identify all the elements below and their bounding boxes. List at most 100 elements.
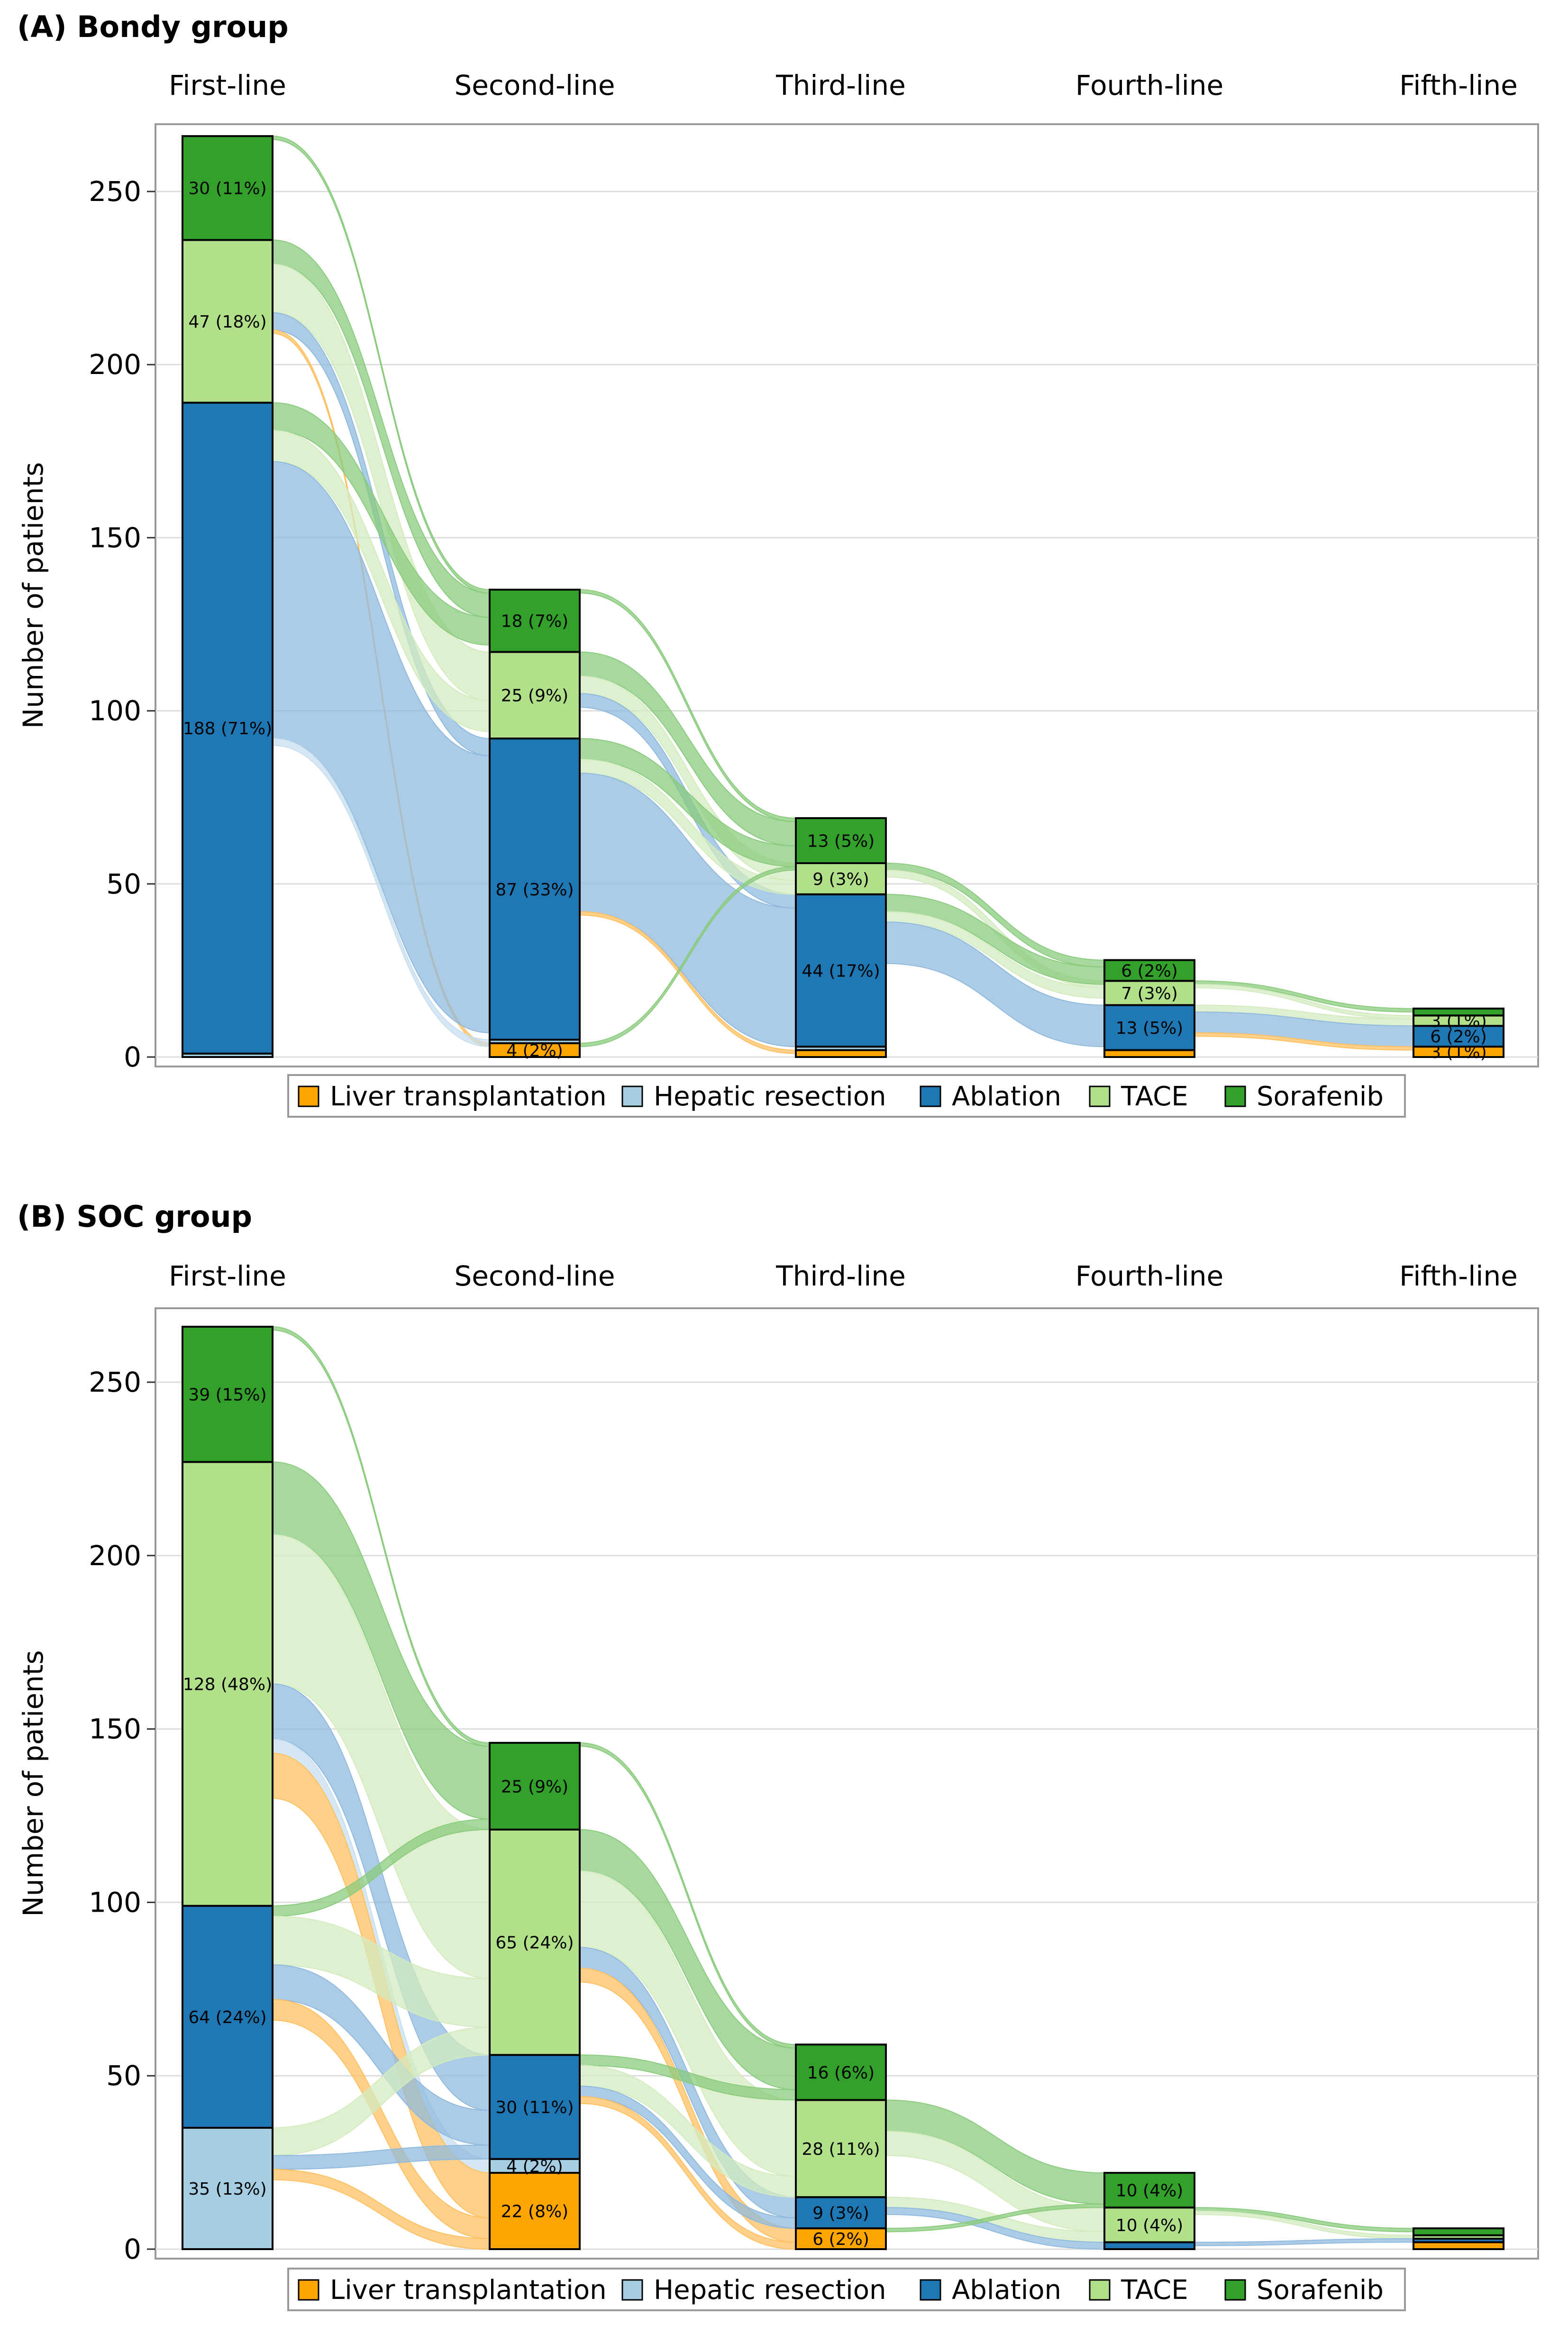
y-axis-label: Number of patients: [17, 462, 49, 729]
stack-fifth-line: [1413, 2227, 1504, 2251]
stack-first-line: 35 (13%) 64 (24%) 128 (48%) 39 (15%): [182, 1325, 273, 2250]
legend-swatch-ab: [920, 2279, 941, 2301]
segment-label: 35 (13%): [188, 2179, 266, 2199]
stack-second-line: 22 (8%) 4 (2%) 30 (11%) 65 (24%) 25 (9%): [489, 1741, 581, 2250]
segment-label: 4 (2%): [506, 2157, 563, 2176]
legend-swatch-hr: [621, 2279, 643, 2301]
legend-swatch-sor: [1224, 2279, 1246, 2301]
segment-label: 87 (33%): [495, 880, 574, 900]
bar-segment-hr: [182, 2126, 273, 2250]
y-tick-label: 200: [89, 1540, 141, 1572]
legend-box: [287, 1074, 1406, 1118]
segment-label: 65 (24%): [495, 1933, 574, 1953]
stack-fifth-line: 3 (1%)6 (2%)3 (1%): [1413, 1007, 1504, 1062]
segment-label: 9 (3%): [812, 2204, 869, 2223]
segment-label: 10 (4%): [1116, 2181, 1183, 2201]
segment-label: 28 (11%): [802, 2140, 880, 2159]
flows: [272, 1326, 1414, 2250]
legend-label: Ablation: [952, 1081, 1061, 1112]
bar-segment-ab: [182, 401, 273, 1055]
legend: Liver transplantation Hepatic resection Ab…: [287, 1074, 1406, 1118]
panel-b: (B) SOC group First-line Second-line Third-…: [17, 1199, 1539, 2311]
legend-swatch-hr: [621, 1085, 643, 1107]
segment-label: 6 (2%): [1121, 961, 1178, 981]
stack-first-line: 188 (71%) 47 (18%) 30 (11%): [182, 135, 273, 1058]
y-tick-label: 250: [89, 1366, 141, 1398]
segment-label: 44 (17%): [802, 961, 880, 981]
segment-label: 22 (8%): [501, 2202, 568, 2222]
legend-swatch-tace: [1089, 1085, 1111, 1107]
segment-label: 10 (4%): [1116, 2216, 1183, 2235]
bar-segment-sor: [182, 1325, 273, 1463]
legend-label: Hepatic resection: [654, 1081, 886, 1112]
y-tick-label: 50: [106, 868, 141, 900]
line-label: Fourth-line: [1076, 69, 1224, 101]
y-tick-label: 200: [89, 348, 141, 381]
y-tick-label: 50: [106, 2060, 141, 2092]
segment-label: 9 (3%): [812, 870, 869, 889]
bar-segment-ab: [795, 2196, 887, 2230]
legend-label: Ablation: [952, 2275, 1061, 2306]
line-label: Third-line: [775, 1260, 906, 1292]
panel-a: (A) Bondy group First-line Second-line Thir…: [17, 9, 1539, 1118]
y-tick-label: 0: [124, 1041, 141, 1073]
segment-label: 6 (2%): [1430, 1027, 1487, 1047]
bar-segment-ab: [795, 893, 887, 1048]
segment-label: 39 (15%): [188, 1386, 266, 1405]
segment-label: 4 (2%): [506, 1041, 563, 1060]
bar-segment-sor: [1413, 1007, 1504, 1017]
stack-fourth-line: 13 (5%) 7 (3%) 6 (2%): [1103, 959, 1195, 1058]
legend-label: TACE: [1121, 1081, 1188, 1112]
y-tick-label: 250: [89, 175, 141, 208]
bar-segment-tace: [1103, 2206, 1195, 2243]
line-label: Second-line: [454, 1260, 615, 1292]
bar-segment-lt: [489, 1042, 581, 1058]
line-label: Fifth-line: [1399, 69, 1518, 101]
segment-label: 188 (71%): [183, 719, 272, 738]
legend-swatch-ab: [920, 1085, 941, 1107]
stack-fourth-line: 10 (4%) 10 (4%): [1103, 2172, 1195, 2251]
bar-segment-ab: [1103, 1004, 1195, 1051]
stack-third-line: 44 (17%) 9 (3%) 13 (5%): [795, 817, 887, 1058]
legend-label: Sorafenib: [1257, 1081, 1384, 1112]
bar-segment-tace: [795, 862, 887, 895]
y-tick-label: 150: [89, 521, 141, 554]
segment-label: 25 (9%): [501, 1777, 568, 1796]
bar-segment-ab: [182, 1905, 273, 2129]
segment-label: 30 (11%): [188, 179, 266, 199]
bar-segment-lt: [1413, 2241, 1504, 2251]
bar-segment-lt: [1103, 1049, 1195, 1058]
bar-segment-lt: [795, 1049, 887, 1058]
panel-title: (B) SOC group: [17, 1199, 252, 1234]
bar-segment-sor: [1413, 2227, 1504, 2236]
bar-segment-ab: [1103, 2241, 1195, 2251]
bar-segment-ab: [489, 2054, 581, 2160]
bar-segment-ab: [489, 738, 581, 1041]
bar-segment-tace: [182, 239, 273, 404]
segment-label: 47 (18%): [188, 312, 266, 332]
y-tick-label: 0: [124, 2233, 141, 2265]
bar-segment-sor: [795, 2043, 887, 2101]
line-label: First-line: [169, 69, 286, 101]
legend: Liver transplantation Hepatic resection Ab…: [287, 2268, 1406, 2311]
segment-label: 13 (5%): [807, 832, 875, 851]
bar-segment-tace: [489, 1828, 581, 2056]
line-label: Third-line: [775, 69, 906, 101]
legend-label: Sorafenib: [1257, 2275, 1384, 2306]
segment-label: 13 (5%): [1116, 1019, 1183, 1038]
segment-label: 6 (2%): [812, 2230, 869, 2249]
line-label: Second-line: [454, 69, 615, 101]
segment-label: 128 (48%): [183, 1675, 272, 1694]
legend-swatch-lt: [298, 2279, 319, 2301]
bar-segment-sor: [1103, 2172, 1195, 2209]
bar-segment-ab: [1413, 1025, 1504, 1048]
legend-swatch-sor: [1224, 1085, 1246, 1107]
line-label: Fourth-line: [1076, 1260, 1224, 1292]
y-tick-label: 150: [89, 1713, 141, 1745]
bar-segment-sor: [489, 1741, 581, 1831]
line-label: Fifth-line: [1399, 1260, 1518, 1292]
bar-segment-lt: [795, 2227, 887, 2251]
segment-label: 25 (9%): [501, 686, 568, 706]
stack-third-line: 6 (2%) 9 (3%) 28 (11%) 16 (6%): [795, 2043, 887, 2251]
legend-label: TACE: [1121, 2275, 1188, 2306]
